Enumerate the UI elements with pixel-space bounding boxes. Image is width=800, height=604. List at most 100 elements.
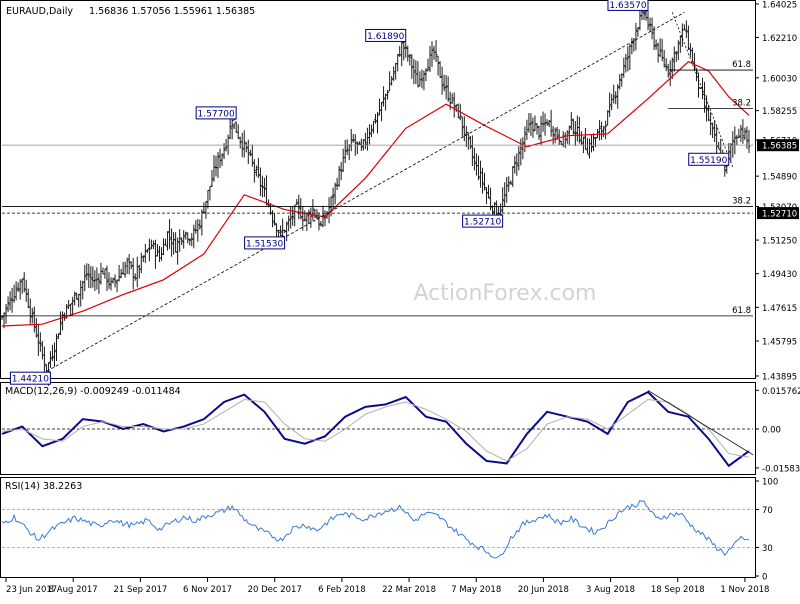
watermark-text: ActionForex.com bbox=[414, 281, 597, 306]
price-bar bbox=[283, 229, 286, 234]
price-bar bbox=[8, 291, 12, 311]
last-price-label: 1.56385 bbox=[762, 142, 797, 152]
price-bar bbox=[337, 165, 341, 188]
x-tick-label: 20 Dec 2017 bbox=[248, 585, 302, 595]
price-bar bbox=[743, 127, 747, 141]
swing-annotation-box bbox=[244, 236, 286, 250]
price-bar bbox=[349, 129, 353, 152]
marked-level-box bbox=[757, 207, 799, 220]
swing-annotation-box bbox=[365, 28, 407, 42]
price-bar bbox=[654, 39, 658, 50]
price-bar bbox=[527, 113, 531, 133]
price-bar bbox=[662, 49, 666, 68]
price-bar bbox=[131, 257, 135, 290]
price-y-tick-label: 1.49430 bbox=[762, 270, 797, 280]
price-bar bbox=[452, 92, 456, 118]
price-bar bbox=[146, 248, 149, 254]
price-bar bbox=[600, 121, 603, 140]
price-bar bbox=[420, 69, 424, 89]
price-bar bbox=[450, 93, 454, 104]
price-bar bbox=[467, 132, 470, 150]
swing-annotation: 1.44210 bbox=[9, 369, 51, 385]
price-bar bbox=[184, 231, 188, 240]
price-y-tick-label: 1.60030 bbox=[762, 74, 797, 84]
price-bar bbox=[664, 58, 668, 72]
fib-label: 61.8 bbox=[732, 306, 751, 316]
swing-annotation-label: 1.57700 bbox=[198, 109, 235, 119]
price-bar bbox=[51, 344, 54, 362]
price-bar bbox=[713, 120, 716, 142]
price-bar bbox=[150, 239, 153, 250]
price-bar bbox=[574, 120, 577, 146]
price-bar bbox=[246, 139, 250, 165]
price-bar bbox=[279, 225, 282, 238]
price-bar bbox=[59, 311, 62, 335]
price-bar bbox=[83, 264, 87, 292]
candles-layer bbox=[0, 5, 751, 386]
price-bar bbox=[529, 113, 533, 136]
price-y-tick-label: 1.43895 bbox=[762, 373, 797, 383]
price-bar bbox=[376, 112, 379, 134]
price-bar bbox=[61, 311, 64, 331]
price-bar bbox=[152, 240, 155, 249]
swing-annotation-box bbox=[462, 214, 504, 228]
price-bar bbox=[493, 201, 496, 215]
price-bar bbox=[436, 55, 440, 76]
price-bar bbox=[729, 143, 733, 163]
price-bar bbox=[16, 282, 20, 293]
price-y-tick-label: 1.64025 bbox=[762, 1, 797, 11]
price-bar bbox=[691, 47, 694, 63]
swing-annotation: 1.61890 bbox=[365, 28, 407, 44]
price-bar bbox=[273, 213, 276, 226]
swing-annotation: 1.63570 bbox=[607, 0, 649, 13]
macd-title: MACD(12,26,9) -0.009249 -0.011484 bbox=[5, 386, 181, 397]
price-bar bbox=[368, 124, 371, 145]
rsi-y-tick-label: 30 bbox=[762, 544, 773, 554]
price-y-tick-label: 1.51250 bbox=[762, 237, 797, 247]
price-bar bbox=[156, 243, 159, 257]
price-bar bbox=[311, 199, 315, 221]
swing-annotation-leader bbox=[724, 164, 729, 168]
price-bar bbox=[374, 113, 377, 124]
price-bar bbox=[190, 233, 194, 247]
price-bar bbox=[307, 209, 311, 224]
fib-label: 61.8 bbox=[732, 60, 751, 70]
price-bar bbox=[652, 26, 656, 51]
price-bar bbox=[168, 219, 171, 249]
price-bar bbox=[666, 63, 670, 78]
overlay-layer: 61.8 38.2 38.2 61.8 bbox=[1, 12, 754, 559]
price-bar bbox=[333, 182, 337, 205]
price-bar bbox=[703, 81, 706, 113]
price-bar bbox=[263, 177, 266, 197]
price-bar bbox=[410, 54, 414, 79]
price-bar bbox=[537, 125, 541, 140]
price-bar bbox=[323, 210, 327, 227]
price-bar bbox=[249, 149, 252, 157]
signal-line bbox=[1, 398, 750, 462]
price-bar bbox=[380, 102, 383, 122]
price-bar bbox=[715, 125, 718, 154]
price-bar bbox=[596, 128, 599, 139]
price-bar bbox=[289, 206, 292, 229]
price-bar bbox=[672, 46, 676, 72]
price-bar bbox=[257, 157, 260, 179]
price-bar bbox=[545, 119, 549, 126]
swing-annotation-box bbox=[195, 106, 237, 120]
swing-annotation: 1.57700 bbox=[195, 106, 237, 122]
price-bar bbox=[733, 126, 737, 155]
price-bar bbox=[440, 66, 444, 95]
price-bar bbox=[580, 131, 583, 146]
price-bar bbox=[69, 303, 72, 316]
price-bar bbox=[55, 333, 58, 361]
price-bar bbox=[685, 20, 688, 39]
price-bar bbox=[129, 261, 133, 270]
price-bar bbox=[535, 123, 539, 135]
price-bar bbox=[299, 198, 303, 220]
x-tick-label: 22 Mar 2018 bbox=[382, 585, 436, 595]
price-bar bbox=[616, 84, 620, 109]
price-bar bbox=[297, 194, 301, 220]
price-bar bbox=[741, 119, 745, 144]
rsi-title: RSI(14) 38.2263 bbox=[5, 481, 82, 492]
price-y-tick-label: 1.62210 bbox=[762, 34, 797, 44]
